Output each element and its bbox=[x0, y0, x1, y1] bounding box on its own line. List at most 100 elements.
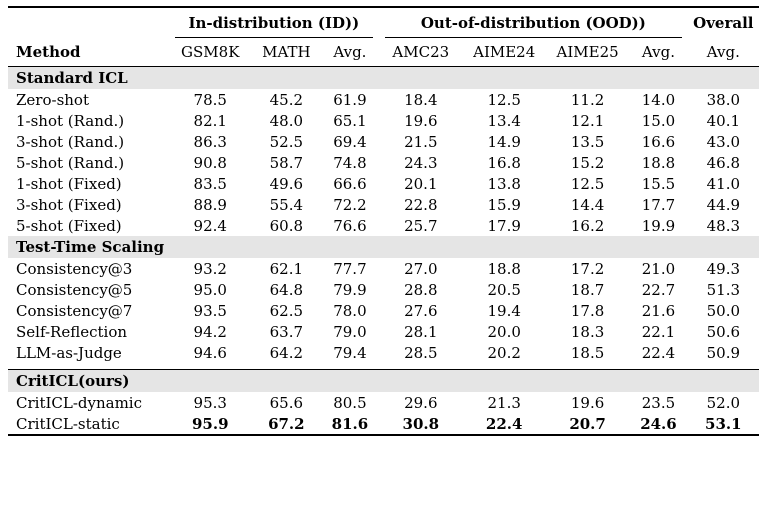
value-cell-amc23: 27.6 bbox=[404, 301, 438, 320]
value-cell-avg-ood: 21.0 bbox=[641, 259, 676, 278]
table-row: 5-shot (Fixed) 92.4 60.8 76.6 25.7 17.9 16.2 19… bbox=[8, 215, 759, 236]
value-cell-avg-id: 79.9 bbox=[333, 280, 367, 299]
method-cell: Zero-shot bbox=[16, 90, 89, 109]
value-cell-avg-ood: 14.0 bbox=[641, 90, 676, 109]
table-body: Standard ICL Zero-shot 78.5 45.2 61.9 18.4 12.… bbox=[8, 66, 759, 437]
value-cell-overall: 41.0 bbox=[706, 174, 741, 193]
method-cell: 3-shot (Rand.) bbox=[16, 132, 125, 151]
value-cell-overall: 46.8 bbox=[706, 153, 741, 172]
value-cell-avg-id: 77.7 bbox=[333, 259, 367, 278]
value-cell-gsm8k: 94.6 bbox=[193, 343, 227, 362]
value-cell-math: 58.7 bbox=[269, 153, 304, 172]
results-table: In-distribution (ID)) Out-of-distributio… bbox=[8, 6, 759, 437]
method-cell: Consistency@3 bbox=[16, 259, 133, 278]
value-cell-avg-id: 74.8 bbox=[333, 153, 367, 172]
column-header-avg-overall: Avg. bbox=[706, 43, 740, 61]
group-header-empty bbox=[8, 8, 169, 38]
method-cell: Consistency@5 bbox=[16, 280, 133, 299]
group-header-id: In-distribution (ID)) bbox=[169, 8, 380, 38]
value-cell-math: 52.5 bbox=[269, 132, 304, 151]
table-row: 1-shot (Rand.) 82.1 48.0 65.1 19.6 13.4 12.1 15… bbox=[8, 110, 759, 131]
value-cell-amc23: 24.3 bbox=[404, 153, 438, 172]
value-cell-overall: 50.0 bbox=[706, 301, 741, 320]
value-cell-overall: 49.3 bbox=[706, 259, 741, 278]
table-row: CritICL-dynamic 95.3 65.6 80.5 29.6 21.3 19.6 2… bbox=[8, 392, 759, 413]
value-cell-avg-ood: 17.7 bbox=[641, 195, 676, 214]
value-cell-gsm8k: 88.9 bbox=[193, 195, 227, 214]
table-row: CritICL-static 95.9 67.2 81.6 30.8 22.4 20.7 24… bbox=[8, 413, 759, 435]
value-cell-gsm8k: 86.3 bbox=[193, 132, 227, 151]
value-cell-aime25: 14.4 bbox=[570, 195, 605, 214]
value-cell-aime24: 15.9 bbox=[487, 195, 521, 214]
value-cell-aime25: 17.2 bbox=[570, 259, 605, 278]
method-cell: Consistency@7 bbox=[16, 301, 133, 320]
value-cell-aime25: 16.2 bbox=[570, 216, 605, 235]
value-cell-amc23: 28.8 bbox=[404, 280, 438, 299]
table-row: Consistency@3 93.2 62.1 77.7 27.0 18.8 17.2 21.… bbox=[8, 258, 759, 279]
value-cell-aime24: 20.5 bbox=[487, 280, 521, 299]
value-cell-aime25: 18.7 bbox=[570, 280, 605, 299]
value-cell-overall: 48.3 bbox=[706, 216, 741, 235]
value-cell-avg-ood: 22.1 bbox=[641, 322, 676, 341]
value-cell-math: 49.6 bbox=[269, 174, 304, 193]
value-cell-avg-id: 78.0 bbox=[333, 301, 367, 320]
value-cell-gsm8k: 95.9 bbox=[191, 414, 229, 433]
value-cell-avg-id: 66.6 bbox=[333, 174, 367, 193]
value-cell-aime24: 13.8 bbox=[487, 174, 521, 193]
value-cell-amc23: 28.1 bbox=[404, 322, 438, 341]
group-header-ood: Out-of-distribution (OOD)) bbox=[379, 8, 688, 38]
value-cell-overall: 50.6 bbox=[706, 322, 741, 341]
value-cell-aime25: 18.3 bbox=[570, 322, 605, 341]
method-cell: LLM-as-Judge bbox=[16, 343, 122, 362]
value-cell-avg-id: 79.4 bbox=[333, 343, 367, 362]
column-header-avg-ood: Avg. bbox=[641, 43, 675, 61]
column-header-gsm8k: GSM8K bbox=[181, 43, 240, 61]
value-cell-math: 62.1 bbox=[269, 259, 304, 278]
value-cell-avg-id: 79.0 bbox=[333, 322, 367, 341]
method-cell: 5-shot (Fixed) bbox=[16, 216, 122, 235]
value-cell-aime24: 22.4 bbox=[485, 414, 523, 433]
column-header-aime24: AIME24 bbox=[473, 43, 536, 61]
value-cell-gsm8k: 95.3 bbox=[193, 393, 227, 412]
table-row: Self-Reflection 94.2 63.7 79.0 28.1 20.0 18.3 2… bbox=[8, 321, 759, 342]
table-row: LLM-as-Judge 94.6 64.2 79.4 28.5 20.2 18.5 22.4… bbox=[8, 342, 759, 363]
value-cell-avg-ood: 21.6 bbox=[641, 301, 676, 320]
value-cell-aime24: 20.0 bbox=[487, 322, 521, 341]
section-title: Standard ICL bbox=[8, 66, 759, 89]
value-cell-math: 60.8 bbox=[269, 216, 304, 235]
value-cell-avg-id: 72.2 bbox=[333, 195, 367, 214]
method-cell: 1-shot (Rand.) bbox=[16, 111, 125, 130]
value-cell-aime24: 13.4 bbox=[487, 111, 521, 130]
value-cell-amc23: 19.6 bbox=[404, 111, 438, 130]
table-row: 3-shot (Rand.) 86.3 52.5 69.4 21.5 14.9 13.5 16… bbox=[8, 131, 759, 152]
value-cell-aime24: 16.8 bbox=[487, 153, 521, 172]
value-cell-gsm8k: 93.2 bbox=[193, 259, 227, 278]
section-header-row: Standard ICL bbox=[8, 66, 759, 89]
column-header-row: Method GSM8K MATH Avg. AMC23 AIME24 AIME… bbox=[8, 38, 759, 67]
bottom-rule bbox=[8, 434, 759, 437]
value-cell-amc23: 21.5 bbox=[404, 132, 438, 151]
value-cell-amc23: 18.4 bbox=[404, 90, 438, 109]
table-row: 3-shot (Fixed) 88.9 55.4 72.2 22.8 15.9 14.4 17… bbox=[8, 194, 759, 215]
value-cell-aime25: 12.5 bbox=[570, 174, 605, 193]
method-cell: 3-shot (Fixed) bbox=[16, 195, 122, 214]
value-cell-aime24: 20.2 bbox=[487, 343, 521, 362]
value-cell-avg-ood: 16.6 bbox=[641, 132, 676, 151]
value-cell-aime25: 12.1 bbox=[570, 111, 605, 130]
value-cell-aime25: 11.2 bbox=[570, 90, 605, 109]
value-cell-overall: 38.0 bbox=[706, 90, 741, 109]
value-cell-aime25: 13.5 bbox=[570, 132, 605, 151]
value-cell-amc23: 29.6 bbox=[404, 393, 438, 412]
value-cell-avg-ood: 22.7 bbox=[641, 280, 676, 299]
column-header-amc23: AMC23 bbox=[392, 43, 450, 61]
value-cell-math: 64.2 bbox=[269, 343, 304, 362]
value-cell-amc23: 25.7 bbox=[404, 216, 438, 235]
value-cell-aime24: 14.9 bbox=[487, 132, 521, 151]
method-cell: 1-shot (Fixed) bbox=[16, 174, 122, 193]
value-cell-avg-ood: 15.0 bbox=[641, 111, 676, 130]
value-cell-overall: 43.0 bbox=[706, 132, 741, 151]
value-cell-aime25: 19.6 bbox=[570, 393, 605, 412]
method-cell: CritICL-dynamic bbox=[16, 393, 143, 412]
value-cell-overall: 52.0 bbox=[706, 393, 741, 412]
value-cell-math: 67.2 bbox=[268, 414, 305, 433]
